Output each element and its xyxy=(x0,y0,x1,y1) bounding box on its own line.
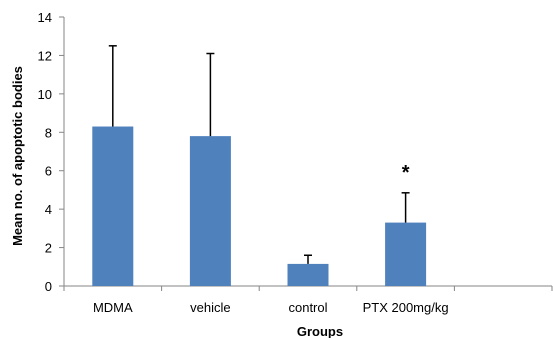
plot-area: 0 2 4 6 8 10 12 14 MDMA vehicle control PTX 200mg/k… xyxy=(38,10,553,315)
y-tick-label: 14 xyxy=(38,10,52,25)
x-tick-label: vehicle xyxy=(190,300,230,315)
bar xyxy=(189,136,231,286)
y-tick-label: 6 xyxy=(45,164,52,179)
bar xyxy=(385,222,427,286)
y-tick-label: 4 xyxy=(45,202,52,217)
x-tick-label: MDMA xyxy=(93,300,133,315)
bar xyxy=(287,263,329,286)
x-tick-label: control xyxy=(288,300,327,315)
y-axis-title: Mean no. of apoptotic bodies xyxy=(10,66,25,246)
y-tick-label: 12 xyxy=(38,48,52,63)
x-tick-label: PTX 200mg/kg xyxy=(363,300,449,315)
significance-marker: * xyxy=(402,162,410,184)
bar xyxy=(92,126,134,287)
x-axis-title: Groups xyxy=(297,324,343,338)
y-tick-label: 10 xyxy=(38,87,52,102)
y-tick-label: 8 xyxy=(45,125,52,140)
y-tick-label: 2 xyxy=(45,241,52,256)
y-tick-label: 0 xyxy=(45,279,52,294)
